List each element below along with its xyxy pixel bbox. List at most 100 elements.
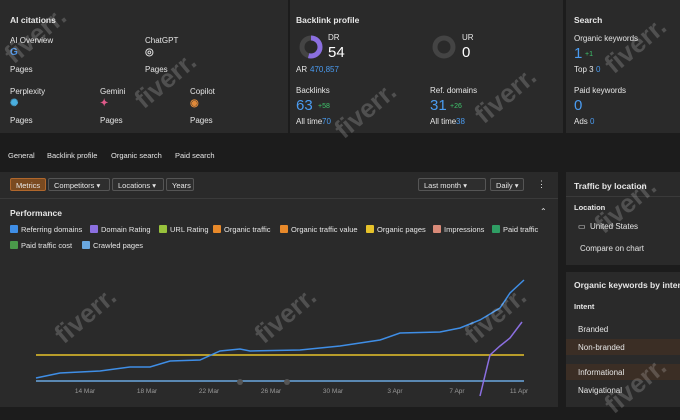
metric-name: Impressions xyxy=(444,225,485,234)
tab[interactable]: Backlink profile xyxy=(47,151,98,160)
dr-value: 54 xyxy=(328,44,345,61)
metric-checkbox[interactable]: Paid traffic xyxy=(492,225,538,234)
checkbox-box xyxy=(280,225,288,233)
toolbar-button[interactable]: Metrics xyxy=(10,178,46,191)
ur-value: 0 xyxy=(462,44,471,61)
intent-name: Branded xyxy=(578,325,609,334)
ai-source-icon: ◎ xyxy=(145,47,154,58)
metric-name: Organic pages xyxy=(377,225,426,234)
backlink-panel: Backlink profile DR 54 AR 470,857 UR 0 B… xyxy=(290,0,563,133)
metric-checkbox[interactable]: Domain Rating xyxy=(90,225,151,234)
period-text: Last month xyxy=(424,181,462,190)
button-text: Locations xyxy=(118,181,151,190)
donut-track xyxy=(432,35,456,59)
ur-label: UR xyxy=(462,33,474,42)
ai-source-icon: G xyxy=(10,47,18,58)
collapse-caret[interactable]: ⌃ xyxy=(540,207,547,216)
metric-name: Paid traffic cost xyxy=(21,241,73,250)
domain-rating-line xyxy=(479,321,523,397)
x-label: 30 Mar xyxy=(323,388,344,395)
metric-name: Crawled pages xyxy=(93,241,144,250)
checkbox-box xyxy=(10,225,18,233)
metric-checkbox[interactable]: Organic pages xyxy=(366,225,426,234)
ref-domains-delta: +26 xyxy=(450,103,462,110)
metric-name: Organic traffic xyxy=(224,225,271,234)
ai-source-name: Perplexity xyxy=(10,87,46,96)
metric-name: URL Rating xyxy=(170,225,209,234)
ai-source-sub: Pages xyxy=(10,116,33,125)
interval-select[interactable]: Daily ▾ xyxy=(490,178,524,191)
tab[interactable]: Paid search xyxy=(175,151,215,160)
intent-name: Informational xyxy=(578,368,625,377)
foot-label: All time xyxy=(430,117,457,126)
column-header: Location xyxy=(574,203,606,212)
toolbar-button[interactable]: Competitors ▾ xyxy=(48,178,110,191)
metric-checkbox[interactable]: Referring domains xyxy=(10,225,82,234)
foot-label: Ads xyxy=(574,117,588,126)
metric-checkbox[interactable]: Impressions xyxy=(433,225,484,234)
toolbar-button[interactable]: Locations ▾ xyxy=(112,178,164,191)
button-text: Competitors xyxy=(54,181,95,190)
foot-value: 0 xyxy=(596,65,601,74)
dr-label: DR xyxy=(328,33,340,42)
metric-checkbox[interactable]: Paid traffic cost xyxy=(10,241,72,250)
intent-row[interactable]: Non-branded xyxy=(566,339,680,355)
performance-title: Performance xyxy=(10,208,62,218)
ai-source-icon: ◉ xyxy=(190,98,199,109)
x-label: 26 Mar xyxy=(261,388,282,395)
checkbox-box xyxy=(366,225,374,233)
main-panel: Metrics Competitors ▾ Locations ▾ Years Las… xyxy=(0,172,558,407)
x-label: 7 Apr xyxy=(449,388,465,395)
checkbox-box xyxy=(90,225,98,233)
period-select[interactable]: Last month ▾ xyxy=(418,178,486,191)
intent-row[interactable]: Branded xyxy=(566,321,680,337)
ai-source-sub: Pages xyxy=(10,65,33,74)
ai-source-sub: Pages xyxy=(145,65,168,74)
panel-title: Traffic by location xyxy=(574,181,647,191)
compare-button[interactable]: Compare on chart xyxy=(580,244,645,253)
ai-source-name: Gemini xyxy=(100,87,126,96)
metric-checkbox[interactable]: Crawled pages xyxy=(82,241,143,250)
checkbox-box xyxy=(10,241,18,249)
ur-donut xyxy=(432,35,456,59)
metric-name: Organic traffic value xyxy=(291,225,358,234)
foot-label: All time xyxy=(296,117,323,126)
metric-checkbox[interactable]: URL Rating xyxy=(159,225,209,234)
ai-source-sub: Pages xyxy=(190,116,213,125)
intent-row[interactable]: Informational xyxy=(566,364,680,380)
divider xyxy=(0,198,558,199)
foot-value: 0 xyxy=(590,117,595,126)
intent-row[interactable]: Navigational xyxy=(566,382,680,398)
metric-checkbox[interactable]: Organic traffic xyxy=(213,225,271,234)
panel-title: AI citations xyxy=(10,15,56,25)
panel-title: Organic keywords by intent xyxy=(574,280,680,290)
checkbox-box xyxy=(433,225,441,233)
tab[interactable]: Organic search xyxy=(111,151,162,160)
divider xyxy=(566,196,680,197)
more-menu[interactable]: ⋮ xyxy=(537,179,546,189)
organic-delta: +1 xyxy=(585,51,593,58)
donut-arc xyxy=(299,35,323,59)
tab[interactable]: General xyxy=(8,151,35,160)
ai-source-icon: ✦ xyxy=(100,98,109,109)
intent-name: Navigational xyxy=(578,386,623,395)
x-label: 3 Apr xyxy=(387,388,403,395)
ai-source-icon: ✺ xyxy=(10,98,19,109)
metric-name: Domain Rating xyxy=(101,225,151,234)
search-panel: Search Organic keywords 1 +1 Top 3 0 Pai… xyxy=(566,0,680,133)
ai-source-name: AI Overview xyxy=(10,36,54,45)
dr-donut xyxy=(299,35,323,59)
interval-text: Daily xyxy=(496,181,513,190)
referring-domains-line xyxy=(35,279,525,379)
annotation-dot[interactable] xyxy=(284,379,290,385)
annotation-dot[interactable] xyxy=(237,379,243,385)
intent-panel: Organic keywords by intent Intent Brande… xyxy=(566,272,680,407)
ref-domains-label: Ref. domains xyxy=(430,86,478,95)
metric-checkbox[interactable]: Organic traffic value xyxy=(280,225,358,234)
ai-source-name: Copilot xyxy=(190,87,215,96)
ai-citations-panel: AI citations AI Overview G Pages ChatGPT ◎ Pa… xyxy=(0,0,288,133)
backlinks-delta: +58 xyxy=(318,103,330,110)
foot-label: Top 3 xyxy=(574,65,594,74)
toolbar-button[interactable]: Years xyxy=(166,178,194,191)
intent-name: Non-branded xyxy=(578,343,625,352)
